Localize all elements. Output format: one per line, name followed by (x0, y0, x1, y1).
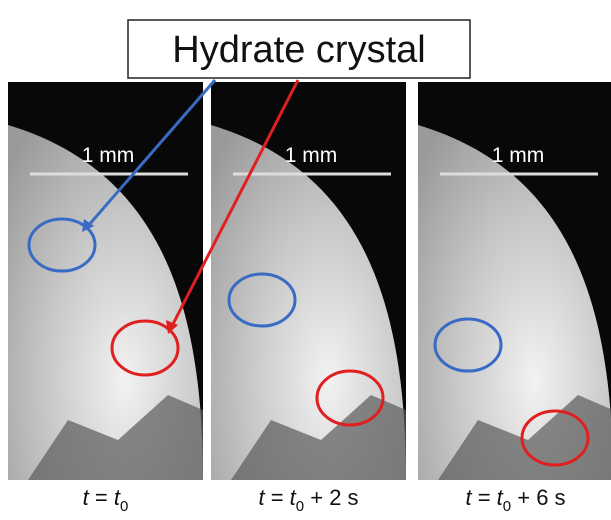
caption-rest: + 6 s (511, 485, 565, 510)
caption-sub: 0 (296, 498, 304, 515)
caption-sub: 0 (503, 498, 511, 515)
caption: t = t0 + 6 s (465, 485, 565, 515)
panels: 1 mm t = t0 1 mm t = t0 + 2 s 1 mm t = t0 + 6… (8, 82, 611, 515)
caption-eq: = (472, 485, 497, 510)
scale-label: 1 mm (82, 144, 135, 167)
figure: 1 mm t = t0 1 mm t = t0 + 2 s 1 mm t = t0 + 6… (0, 0, 611, 520)
caption-eq: = (89, 485, 114, 510)
caption-rest: + 2 s (304, 485, 358, 510)
label: Hydrate crystal (172, 29, 425, 71)
caption: t = t0 + 2 s (258, 485, 358, 515)
caption-sub: 0 (120, 498, 128, 515)
caption-eq: = (265, 485, 290, 510)
panel: 1 mm (8, 82, 203, 480)
caption: t = t0 (83, 485, 129, 515)
scale-label: 1 mm (285, 144, 338, 167)
scale-label: 1 mm (492, 144, 545, 167)
